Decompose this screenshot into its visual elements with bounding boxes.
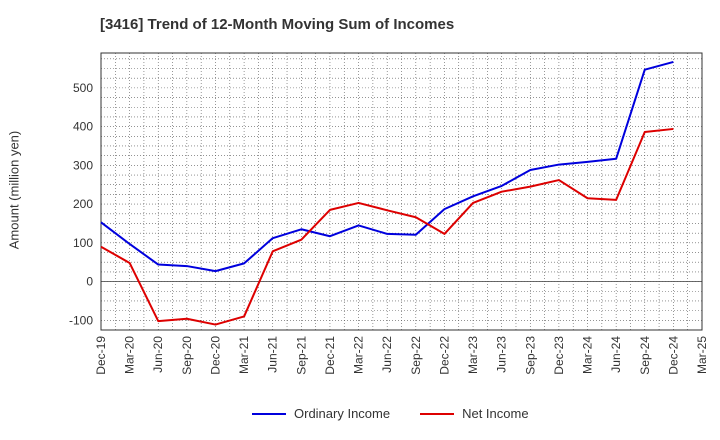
x-tick-label: Sep-21	[294, 336, 308, 375]
x-tick-label: Jun-23	[495, 336, 509, 373]
x-tick-label: Mar-23	[466, 336, 480, 374]
x-tick-label: Mar-21	[237, 336, 251, 374]
x-tick-label: Sep-22	[409, 336, 423, 375]
plot-border	[100, 52, 703, 331]
x-tick-label: Jun-22	[380, 336, 394, 373]
legend-item-ordinary-income: Ordinary Income	[252, 406, 390, 421]
x-tick-label: Jun-20	[151, 336, 165, 373]
x-tick-label: Sep-24	[638, 336, 652, 375]
x-tick-label: Mar-22	[352, 336, 366, 374]
legend: Ordinary Income Net Income	[252, 406, 559, 421]
x-tick-label: Dec-21	[323, 336, 337, 375]
y-tick-label: 0	[86, 275, 93, 289]
x-tick-label: Sep-23	[523, 336, 537, 375]
legend-label-net-income: Net Income	[462, 406, 529, 421]
legend-label-ordinary-income: Ordinary Income	[294, 406, 391, 421]
x-tick-label: Dec-24	[666, 336, 680, 375]
x-tick-label: Dec-20	[208, 336, 222, 375]
x-tick-label: Jun-24	[609, 336, 623, 373]
y-tick-label: 400	[73, 120, 93, 134]
series-line-net-income	[100, 127, 674, 326]
x-tick-label: Mar-20	[123, 336, 137, 374]
legend-item-net-income: Net Income	[420, 406, 529, 421]
y-tick-label: 500	[73, 81, 93, 95]
x-tick-label: Dec-19	[94, 336, 108, 375]
chart-title: [3416] Trend of 12-Month Moving Sum of I…	[100, 16, 455, 33]
x-tick-label: Jun-21	[266, 336, 280, 373]
y-tick-label: 200	[73, 197, 93, 211]
x-tick-label: Mar-25	[695, 336, 709, 374]
legend-swatch-ordinary-income	[252, 412, 286, 415]
x-tick-label: Dec-23	[552, 336, 566, 375]
x-tick-label: Dec-22	[437, 336, 451, 375]
y-tick-label: -100	[69, 313, 93, 327]
legend-swatch-net-income	[420, 412, 455, 415]
y-tick-label: 300	[73, 158, 93, 172]
series-line-ordinary-income	[100, 60, 674, 273]
x-tick-label: Mar-24	[581, 336, 595, 374]
x-tick-label: Sep-20	[180, 336, 194, 375]
y-tick-label: 100	[73, 236, 93, 250]
